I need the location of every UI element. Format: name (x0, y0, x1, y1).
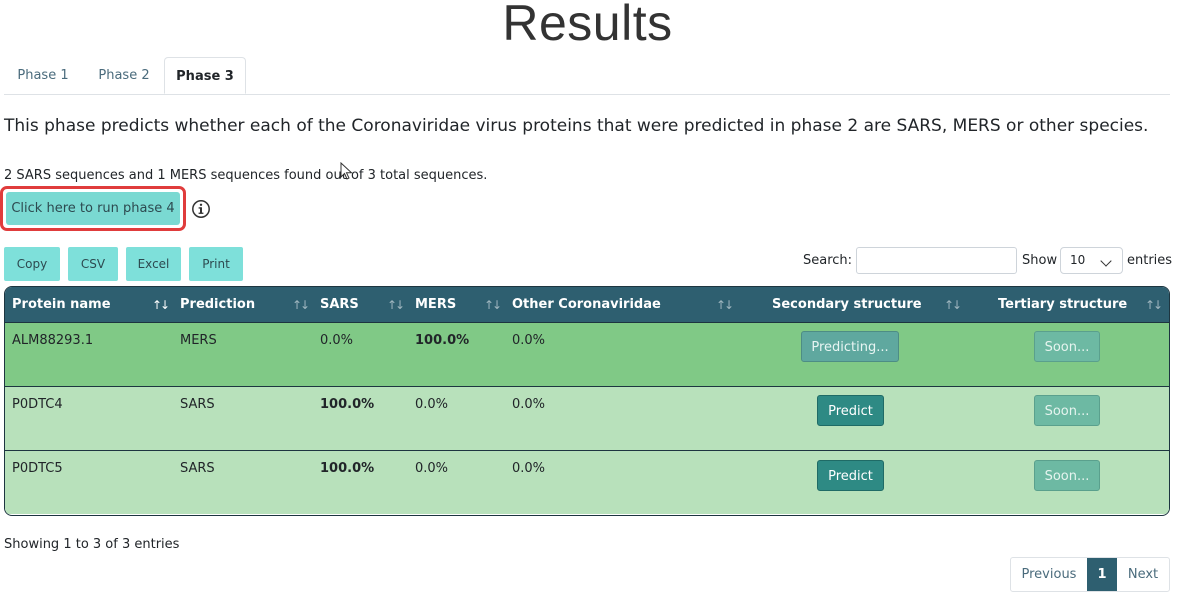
column-secondary-structure[interactable]: Secondary structure (772, 297, 922, 312)
sars-cell: 100.0% (320, 461, 375, 476)
search-input[interactable] (856, 247, 1017, 274)
entries-label: entries (1127, 253, 1173, 268)
sort-icon[interactable]: ↑↓ (716, 298, 734, 312)
entries-info: Showing 1 to 3 of 3 entries (4, 537, 180, 552)
protein-name-cell: P0DTC4 (12, 397, 63, 412)
page-title: Results (502, 0, 673, 51)
excel-button[interactable]: Excel (126, 247, 181, 281)
other-cell: 0.0% (512, 333, 546, 348)
tab-phase-3[interactable]: Phase 3 (164, 57, 246, 94)
print-button[interactable]: Print (189, 247, 243, 281)
phase-description: This phase predicts whether each of the … (4, 116, 1149, 136)
soon-button[interactable]: Soon... (1034, 460, 1100, 491)
other-cell: 0.0% (512, 397, 546, 412)
copy-button[interactable]: Copy (4, 247, 60, 281)
predicting-button[interactable]: Predicting... (801, 331, 899, 362)
column-mers[interactable]: MERS (415, 297, 457, 312)
show-label: Show (1022, 253, 1058, 268)
mers-cell: 0.0% (415, 461, 449, 476)
column-other-coronaviridae[interactable]: Other Coronaviridae (512, 297, 661, 312)
sort-icon[interactable]: ↑↓ (152, 298, 170, 312)
pagination: Previous 1 Next (1010, 557, 1170, 592)
run-phase-4-highlight: Click here to run phase 4 (0, 186, 186, 231)
column-protein-name[interactable]: Protein name (12, 297, 111, 312)
next-button[interactable]: Next (1127, 567, 1159, 582)
csv-button[interactable]: CSV (68, 247, 118, 281)
sort-icon[interactable]: ↑↓ (292, 298, 310, 312)
soon-button[interactable]: Soon... (1034, 331, 1100, 362)
sort-icon[interactable]: ↑↓ (387, 298, 405, 312)
prediction-cell: SARS (180, 461, 215, 476)
table-row: P0DTC4 SARS 100.0% 0.0% 0.0% Predict Soo… (5, 386, 1169, 450)
protein-name-cell: P0DTC5 (12, 461, 63, 476)
mers-cell: 100.0% (415, 333, 470, 348)
sars-cell: 100.0% (320, 397, 375, 412)
mers-cell: 0.0% (415, 397, 449, 412)
sort-icon[interactable]: ↑↓ (1145, 298, 1163, 312)
tab-phase-2[interactable]: Phase 2 (98, 68, 150, 83)
table-row: ALM88293.1 MERS 0.0% 100.0% 0.0% Predict… (5, 322, 1169, 386)
column-prediction[interactable]: Prediction (180, 297, 256, 312)
column-tertiary-structure[interactable]: Tertiary structure (998, 297, 1128, 312)
sequence-summary: 2 SARS sequences and 1 MERS sequences fo… (4, 168, 488, 183)
table-header: Protein name ↑↓ Prediction ↑↓ SARS ↑↓ ME… (5, 287, 1169, 323)
tab-phase-1[interactable]: Phase 1 (17, 68, 69, 83)
column-sars[interactable]: SARS (320, 297, 359, 312)
results-table: Protein name ↑↓ Prediction ↑↓ SARS ↑↓ ME… (4, 286, 1170, 516)
chevron-down-icon (1100, 255, 1112, 267)
search-label: Search: (803, 253, 853, 268)
soon-button[interactable]: Soon... (1034, 395, 1100, 426)
phase-tabs: Phase 1 Phase 2 Phase 3 (4, 57, 1170, 95)
page-1-button[interactable]: 1 (1087, 558, 1117, 591)
other-cell: 0.0% (512, 461, 546, 476)
sort-icon[interactable]: ↑↓ (944, 298, 962, 312)
sars-cell: 0.0% (320, 333, 354, 348)
predict-button[interactable]: Predict (817, 460, 884, 491)
table-row: P0DTC5 SARS 100.0% 0.0% 0.0% Predict Soo… (5, 450, 1169, 514)
info-circle-icon[interactable] (191, 199, 211, 219)
prediction-cell: MERS (180, 333, 217, 348)
entries-selected-value: 10 (1070, 253, 1086, 267)
mouse-cursor-icon (340, 162, 353, 180)
prediction-cell: SARS (180, 397, 215, 412)
previous-button[interactable]: Previous (1021, 567, 1077, 582)
sort-icon[interactable]: ↑↓ (484, 298, 502, 312)
entries-select[interactable]: 10 (1060, 247, 1123, 274)
predict-button[interactable]: Predict (817, 395, 884, 426)
run-phase-4-button[interactable]: Click here to run phase 4 (6, 192, 180, 225)
protein-name-cell: ALM88293.1 (12, 333, 94, 348)
